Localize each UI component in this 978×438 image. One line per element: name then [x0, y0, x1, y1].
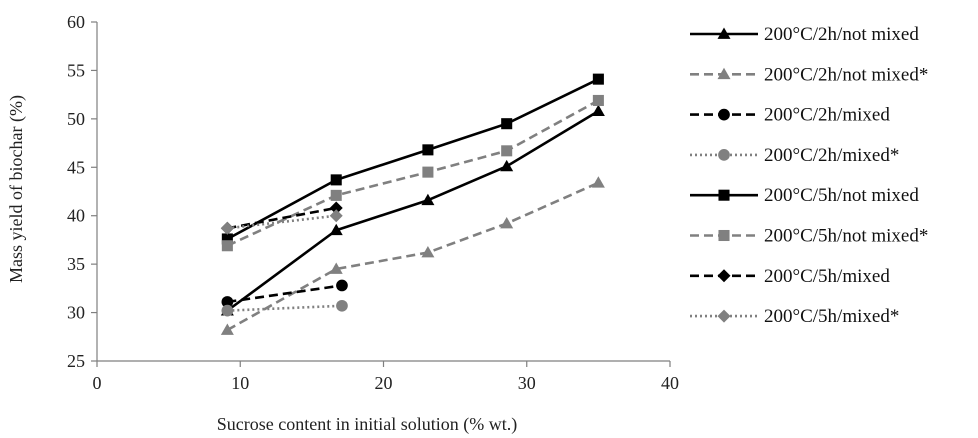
legend-item-3: 200°C/2h/mixed [690, 105, 890, 126]
legend-marker [718, 229, 730, 242]
series-3 [221, 279, 348, 308]
series-line [227, 214, 337, 230]
x-axis-title: Sucrose content in initial solution (% w… [217, 414, 517, 435]
series-line [227, 206, 337, 230]
data-point [501, 145, 513, 157]
x-tick-label: 30 [518, 373, 536, 393]
y-tick-label: 45 [67, 157, 85, 177]
data-point [592, 73, 604, 85]
data-point [330, 189, 342, 201]
legend-label: 200°C/5h/mixed* [764, 306, 899, 327]
legend-item-1: 200°C/2h/not mixed [690, 24, 919, 45]
data-point [221, 304, 234, 317]
series-layer [220, 73, 605, 335]
y-axis-title: Mass yield of biochar (%) [6, 95, 27, 283]
series-line [227, 284, 343, 304]
legend-marker [718, 189, 730, 201]
y-tick-label: 60 [67, 12, 85, 32]
data-point [329, 209, 343, 223]
legend-marker [717, 27, 731, 39]
data-point [221, 296, 234, 308]
legend-marker [717, 67, 731, 80]
series-line [227, 304, 343, 312]
data-point [336, 279, 348, 292]
series-8 [220, 209, 343, 235]
legend-label: 200°C/2h/mixed [764, 105, 890, 126]
data-point [422, 144, 434, 156]
legend-marker [717, 269, 731, 283]
legend-label: 200°C/5h/not mixed* [764, 226, 928, 247]
legend-item-4: 200°C/2h/mixed* [690, 145, 899, 166]
data-point [421, 193, 435, 206]
data-point [221, 233, 233, 245]
x-tick-label: 0 [93, 373, 102, 393]
data-point [500, 216, 514, 229]
series-4 [221, 299, 348, 317]
x-tick-label: 40 [661, 373, 679, 393]
series-line [226, 77, 599, 241]
data-point [500, 159, 514, 172]
y-tick-label: 25 [67, 351, 85, 371]
legend-item-6: 200°C/5h/not mixed* [690, 226, 928, 247]
data-point [592, 94, 604, 106]
y-tick-label: 30 [67, 303, 85, 323]
legend-label: 200°C/5h/mixed [764, 266, 890, 287]
legend-item-7: 200°C/5h/mixed [690, 266, 890, 287]
data-point [330, 174, 342, 186]
data-point [421, 246, 435, 258]
series-2 [220, 176, 605, 335]
data-point [422, 166, 434, 178]
y-tick-label: 50 [67, 109, 85, 129]
legend: 200°C/2h/not mixed 200°C/2h/not mixed* 200… [690, 24, 928, 327]
data-point [501, 118, 513, 130]
legend-item-5: 200°C/5h/not mixed [690, 185, 919, 206]
y-tick-label: 55 [67, 60, 85, 80]
legend-item-8: 200°C/5h/mixed* [690, 306, 899, 327]
legend-marker [717, 309, 731, 323]
data-point [329, 262, 343, 274]
data-point [336, 299, 348, 312]
series-5 [221, 73, 604, 245]
legend-marker [718, 149, 730, 161]
data-point [220, 323, 234, 335]
data-point [329, 201, 343, 215]
legend-label: 200°C/2h/mixed* [764, 145, 899, 166]
data-point [329, 223, 343, 236]
x-tick-label: 20 [375, 373, 393, 393]
data-point [591, 176, 605, 188]
series-line [226, 99, 600, 247]
data-point [221, 240, 233, 252]
legend-label: 200°C/5h/not mixed [764, 185, 919, 206]
data-point [220, 221, 234, 235]
series-7 [220, 201, 343, 235]
y-tick-label: 40 [67, 206, 85, 226]
series-line [226, 109, 600, 312]
series-6 [221, 94, 604, 252]
legend-label: 200°C/2h/not mixed [764, 24, 919, 45]
legend-marker [718, 108, 730, 121]
data-point [591, 104, 605, 116]
axes: 25 30 35 40 45 50 55 60 0 10 20 30 40 [67, 12, 679, 393]
legend-label: 200°C/2h/not mixed* [764, 64, 928, 85]
y-tick-label: 35 [67, 254, 85, 274]
x-tick-label: 10 [231, 373, 249, 393]
legend-item-2: 200°C/2h/not mixed* [690, 64, 928, 85]
